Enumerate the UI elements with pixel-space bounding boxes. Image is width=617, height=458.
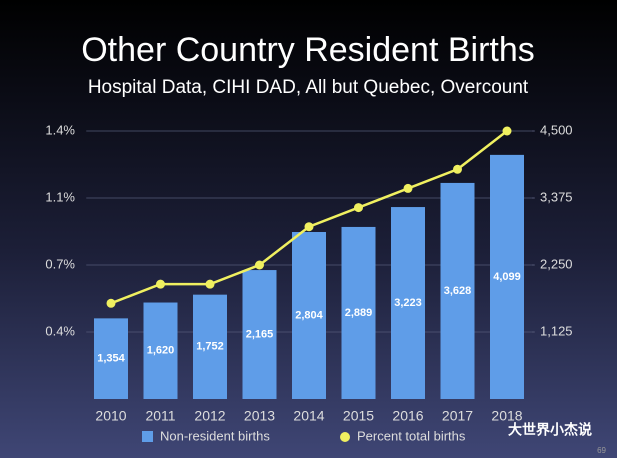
line-point xyxy=(502,126,512,136)
legend-label: Non-resident births xyxy=(160,428,270,443)
y-tick-label: 0.7% xyxy=(45,256,75,271)
bar-value-label: 1,620 xyxy=(147,345,175,357)
bar xyxy=(440,182,475,399)
bar-value-label: 4,099 xyxy=(493,271,521,283)
x-tick-label: 2010 xyxy=(95,408,126,424)
page-number: 69 xyxy=(597,446,606,455)
line-point xyxy=(106,298,116,308)
y2-tick-label: 2,250 xyxy=(540,256,573,271)
line-point xyxy=(255,260,264,270)
bar-value-label: 3,628 xyxy=(444,285,472,297)
bar xyxy=(94,318,128,399)
bar xyxy=(341,226,376,399)
line-point xyxy=(304,222,314,232)
y2-tick-label: 3,375 xyxy=(540,189,573,204)
bar xyxy=(391,207,425,399)
chart-subtitle: Hospital Data, CIHI DAD, All but Quebec,… xyxy=(88,77,529,98)
bar-value-label: 1,354 xyxy=(97,353,125,365)
y2-tick-label: 1,125 xyxy=(540,323,573,338)
chart-title: Other Country Resident Births xyxy=(81,31,535,69)
bar xyxy=(490,154,524,399)
bar xyxy=(193,294,227,399)
legend: Non-resident births Percent total births xyxy=(142,428,466,443)
legend-label: Percent total births xyxy=(357,428,466,443)
bar xyxy=(242,270,277,399)
y-tick-label: 1.1% xyxy=(45,189,75,204)
bar-value-label: 2,889 xyxy=(345,307,373,319)
x-tick-label: 2015 xyxy=(343,408,374,424)
watermark: 大世界小杰说 xyxy=(508,422,592,438)
x-tick-label: 2013 xyxy=(244,408,275,424)
bar-value-label: 2,804 xyxy=(295,309,323,321)
bar-value-label: 3,223 xyxy=(394,297,422,309)
x-tick-label: 2011 xyxy=(145,408,175,424)
line-point xyxy=(453,164,462,174)
legend-swatch xyxy=(340,432,350,442)
line-point xyxy=(205,279,215,289)
bar-value-label: 2,165 xyxy=(246,328,274,340)
bar-value-label: 1,752 xyxy=(196,341,224,353)
x-tick-label: 2012 xyxy=(194,408,225,424)
x-tick-label: 2018 xyxy=(491,408,522,424)
line-point xyxy=(156,279,165,289)
y-tick-label: 1.4% xyxy=(45,122,75,137)
bar xyxy=(143,302,178,399)
y-tick-label: 0.4% xyxy=(45,323,75,338)
line-point xyxy=(354,203,363,213)
x-tick-label: 2017 xyxy=(442,408,473,424)
x-tick-label: 2014 xyxy=(293,408,324,424)
line-point xyxy=(403,183,413,193)
bar xyxy=(292,232,326,399)
x-tick-label: 2016 xyxy=(392,408,423,424)
legend-swatch xyxy=(142,431,153,442)
y2-tick-label: 4,500 xyxy=(540,122,573,137)
